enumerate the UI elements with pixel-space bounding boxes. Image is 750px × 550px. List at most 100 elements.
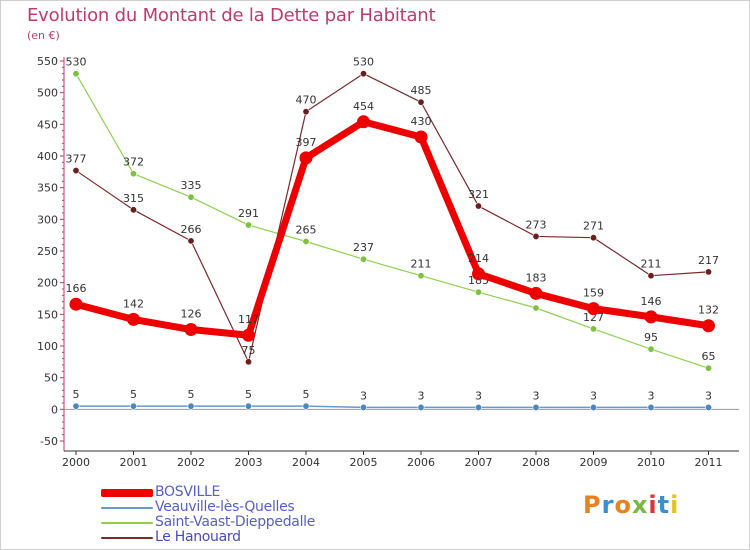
data-label-bosville: 126 [181, 308, 202, 321]
data-label-veauville-l-s-quelles: 3 [533, 389, 540, 402]
series-line-le-hanouard [75, 73, 710, 363]
logo-letter: o [614, 491, 632, 519]
data-label-veauville-l-s-quelles: 5 [188, 388, 195, 401]
data-label-bosville: 146 [641, 295, 662, 308]
legend-label: Le Hanouard [155, 529, 241, 545]
chart-title: Evolution du Montant de la Dette par Hab… [27, 5, 436, 26]
data-point-bosville [702, 319, 715, 333]
x-tick-label: 2003 [235, 456, 263, 469]
data-label-veauville-l-s-quelles: 3 [590, 389, 597, 402]
data-point-bosville [184, 323, 198, 337]
data-point-veauville-l-s-quelles [647, 403, 655, 411]
data-point-le-hanouard [704, 268, 712, 276]
x-tick-label: 2006 [407, 456, 435, 469]
data-label-le-hanouard: 75 [242, 344, 256, 357]
data-point-le-hanouard [532, 232, 540, 240]
data-point-le-hanouard [245, 358, 253, 366]
data-point-le-hanouard [474, 202, 482, 210]
series-line-bosville [72, 118, 712, 339]
data-label-saint-vaast-dieppedalle: 211 [411, 258, 432, 271]
logo-letter: x [631, 491, 649, 519]
data-point-veauville-l-s-quelles [187, 402, 195, 410]
data-label-bosville: 132 [698, 304, 719, 317]
y-tick-label: 150 [37, 308, 58, 321]
y-tick-label: -50 [40, 435, 58, 448]
data-point-le-hanouard [72, 167, 80, 175]
y-tick-label: 350 [37, 182, 58, 195]
data-point-saint-vaast-dieppedalle [72, 70, 80, 78]
logo-letter: r [601, 491, 615, 519]
data-label-le-hanouard: 530 [353, 56, 374, 69]
data-point-veauville-l-s-quelles [359, 403, 367, 411]
series-line-saint-vaast-dieppedalle [75, 73, 710, 369]
y-tick-label: 400 [37, 150, 58, 163]
data-point-saint-vaast-dieppedalle [647, 345, 655, 353]
data-label-bosville: 159 [583, 287, 604, 300]
legend-label: BOSVILLE [155, 484, 221, 500]
y-tick-label: 0 [51, 403, 58, 416]
data-label-le-hanouard: 470 [296, 94, 317, 107]
x-tick-label: 2002 [177, 456, 205, 469]
data-point-le-hanouard [647, 272, 655, 280]
data-label-bosville: 166 [66, 282, 87, 295]
data-point-saint-vaast-dieppedalle [359, 255, 367, 263]
data-label-saint-vaast-dieppedalle: 335 [181, 179, 202, 192]
data-label-veauville-l-s-quelles: 3 [648, 389, 655, 402]
legend-label: Saint-Vaast-Dieppedalle [155, 514, 316, 530]
data-point-saint-vaast-dieppedalle [187, 193, 195, 201]
x-tick-label: 2011 [695, 456, 723, 469]
data-label-bosville: 430 [411, 115, 432, 128]
legend-swatch [101, 522, 153, 524]
data-point-le-hanouard [359, 70, 367, 78]
data-label-veauville-l-s-quelles: 3 [360, 389, 367, 402]
x-tick-label: 2000 [62, 456, 90, 469]
data-label-le-hanouard: 321 [468, 188, 489, 201]
logo-letter: t [657, 491, 671, 519]
data-point-bosville [69, 297, 83, 311]
legend-swatch [101, 507, 153, 509]
data-point-bosville [472, 267, 485, 281]
x-tick-label: 2001 [120, 456, 148, 469]
legend-swatch [101, 489, 153, 497]
x-tick-label: 2004 [292, 456, 320, 469]
data-label-bosville: 142 [123, 297, 144, 310]
data-point-veauville-l-s-quelles [72, 402, 80, 410]
chart-unit-label: (en €) [27, 29, 60, 42]
data-point-saint-vaast-dieppedalle [245, 221, 253, 229]
data-label-saint-vaast-dieppedalle: 265 [296, 224, 317, 237]
data-label-le-hanouard: 315 [123, 192, 144, 205]
logo-letter: P [583, 491, 602, 519]
data-point-bosville [127, 312, 140, 326]
data-point-bosville [242, 328, 255, 342]
data-label-veauville-l-s-quelles: 3 [475, 389, 482, 402]
y-tick-label: 100 [37, 340, 58, 353]
x-tick-label: 2010 [637, 456, 665, 469]
series-line-veauville-l-s-quelles [75, 405, 710, 409]
data-point-bosville [587, 302, 600, 316]
data-point-veauville-l-s-quelles [704, 403, 712, 411]
data-label-saint-vaast-dieppedalle: 291 [238, 207, 259, 220]
y-tick-label: 200 [37, 277, 58, 290]
data-point-veauville-l-s-quelles [130, 402, 138, 410]
data-label-le-hanouard: 273 [526, 218, 547, 231]
data-point-saint-vaast-dieppedalle [474, 288, 482, 296]
data-point-saint-vaast-dieppedalle [302, 238, 310, 246]
data-point-le-hanouard [187, 237, 195, 245]
data-point-le-hanouard [130, 206, 138, 214]
data-label-le-hanouard: 271 [583, 220, 604, 233]
data-label-bosville: 183 [526, 271, 547, 284]
legend-label: Veauville-lès-Quelles [155, 499, 295, 515]
data-label-saint-vaast-dieppedalle: 95 [644, 331, 658, 344]
y-tick-label: 550 [37, 55, 58, 68]
x-tick-label: 2009 [580, 456, 608, 469]
data-label-saint-vaast-dieppedalle: 237 [353, 241, 374, 254]
data-label-le-hanouard: 211 [641, 258, 662, 271]
y-tick-label: 50 [44, 372, 58, 385]
data-label-saint-vaast-dieppedalle: 372 [123, 156, 144, 169]
logo-letter: i [648, 491, 658, 519]
data-label-bosville: 454 [353, 100, 374, 113]
data-point-veauville-l-s-quelles [474, 403, 482, 411]
proxiti-logo: Proxiti [583, 491, 679, 519]
data-point-saint-vaast-dieppedalle [704, 364, 712, 372]
